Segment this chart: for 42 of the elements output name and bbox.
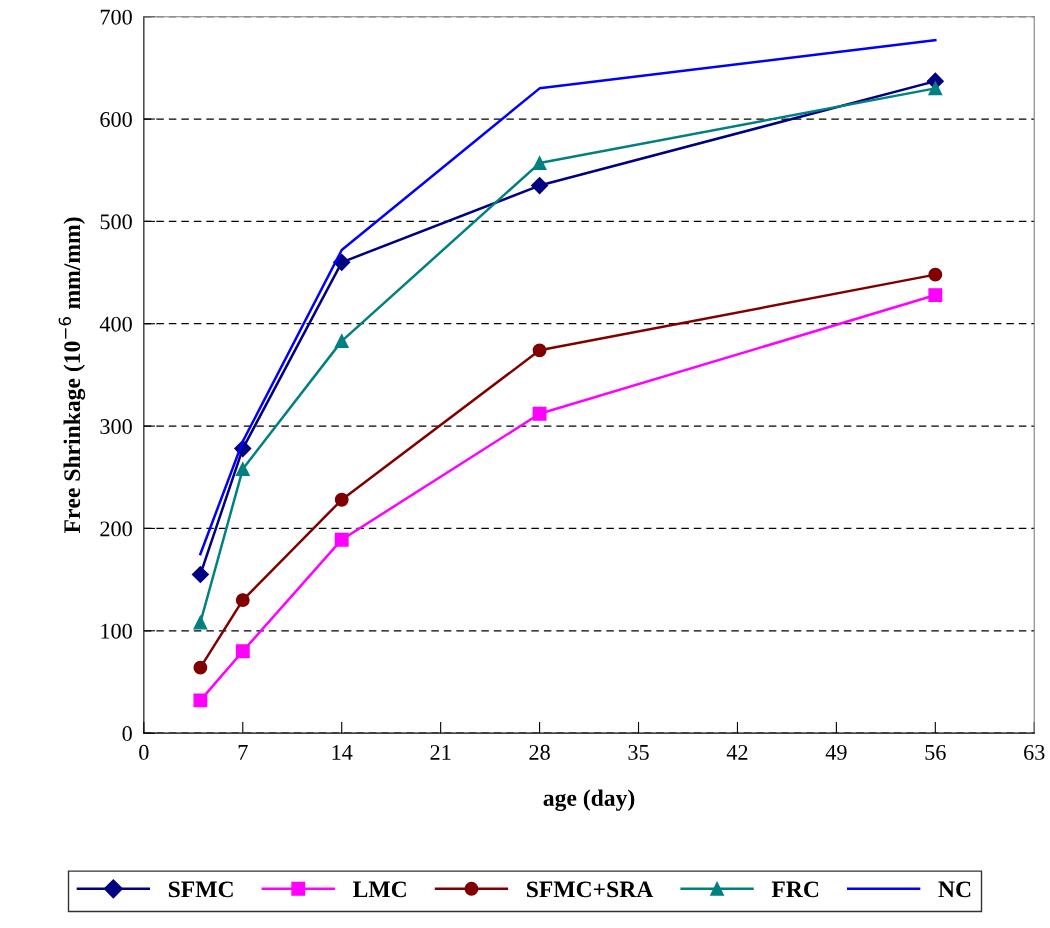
x-tick-label: 56: [925, 744, 946, 760]
point: [532, 406, 547, 421]
point: [235, 644, 250, 659]
x-tick-label: 7: [238, 745, 248, 760]
legend-label: FRC: [771, 881, 819, 898]
point: [928, 267, 943, 282]
x-tick-label: 21: [430, 744, 451, 760]
point: [532, 343, 547, 358]
point: [193, 615, 208, 630]
y-tick-label: 500: [100, 214, 132, 230]
point: [334, 532, 349, 547]
y-tick-label: 0: [122, 726, 132, 742]
point: [531, 177, 549, 195]
y-tick-label: 700: [100, 9, 132, 25]
x-tick-label: 28: [529, 744, 550, 760]
point: [193, 693, 208, 708]
point: [928, 81, 943, 96]
y-tick-label: 600: [100, 111, 132, 127]
point: [235, 462, 250, 477]
point: [334, 492, 349, 507]
legend-label: SFMC: [168, 881, 233, 898]
legend-label: NC: [938, 881, 971, 898]
y-axis-title: Free Shrinkage (10$^{−6}$ mm/mm): [58, 217, 86, 534]
legend-label: LMC: [353, 881, 406, 898]
y-tick-label: 400: [99, 316, 132, 332]
point: [193, 660, 208, 675]
y-tick-label: 300: [100, 419, 132, 435]
point: [334, 334, 349, 349]
x-tick-label: 35: [628, 744, 649, 760]
y-tick-label: 100: [101, 623, 132, 639]
x-tick-label: 63: [1024, 744, 1045, 760]
point: [191, 565, 209, 584]
x-tick-label: 42: [726, 744, 748, 760]
x-axis-title: age (day): [543, 789, 635, 811]
point: [235, 593, 250, 608]
x-tick-label: 49: [825, 744, 847, 760]
x-tick-label: 14: [332, 744, 353, 760]
y-tick-label: 200: [100, 521, 132, 537]
point: [928, 288, 943, 303]
point: [532, 156, 547, 171]
x-tick-label: 0: [139, 744, 149, 760]
legend-label: SFMC+SRA: [527, 881, 654, 898]
